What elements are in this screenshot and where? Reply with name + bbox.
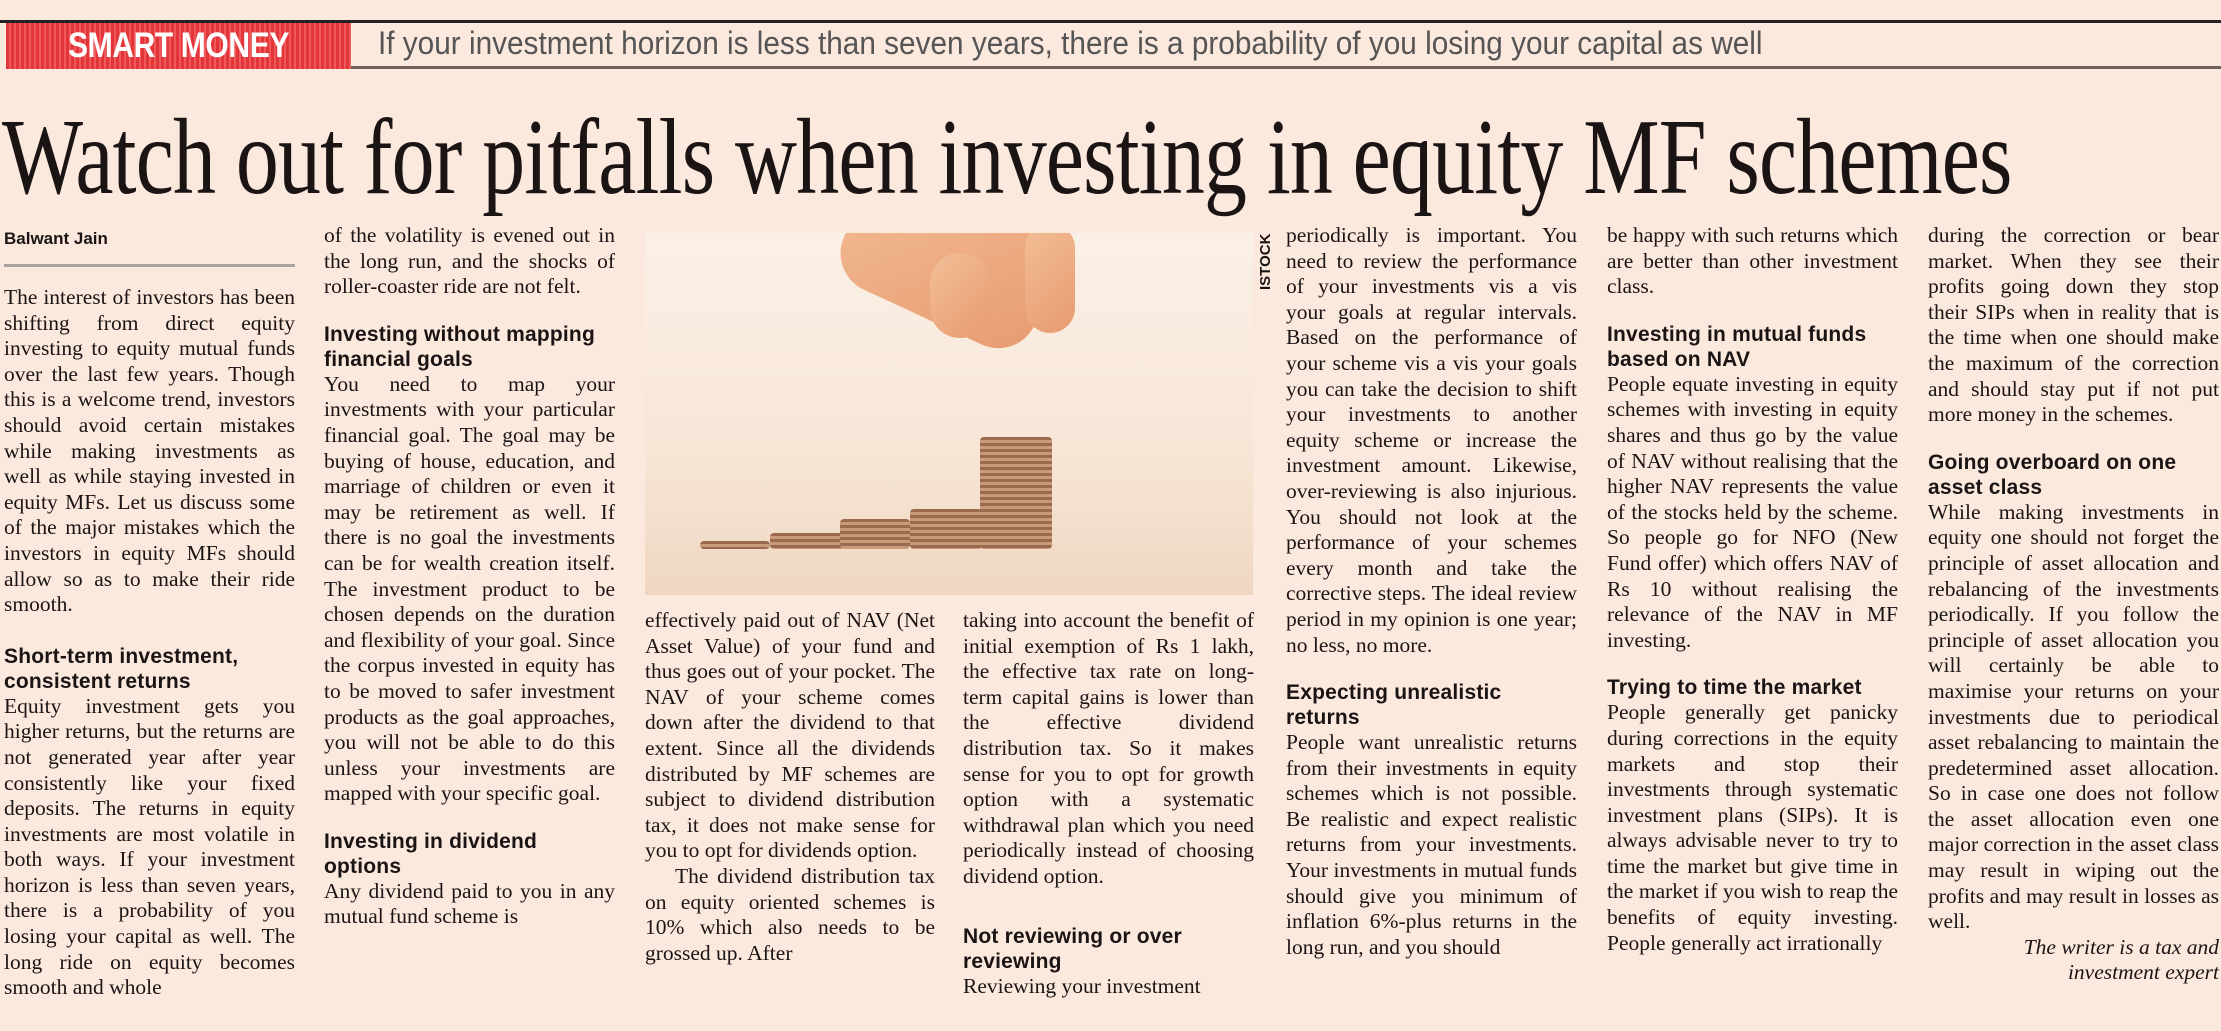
subheading: Going overboard on one asset class: [1928, 450, 2177, 499]
paragraph: The interest of investors has been shift…: [4, 285, 295, 617]
coin-stack: [980, 437, 1052, 549]
coin-stack: [700, 541, 770, 549]
subheading: Investing in dividend options: [324, 829, 538, 878]
headline: Watch out for pitfalls when investing in…: [2, 98, 2012, 217]
paragraph: effectively paid out of NAV (Net Asset V…: [645, 608, 935, 863]
subheading: Investing in mutual funds based on NAV: [1607, 322, 1867, 371]
paragraph: People equate investing in equity scheme…: [1607, 371, 1898, 652]
column-6: be happy with such returns which are bet…: [1607, 223, 1898, 956]
paragraph: Equity investment gets you higher return…: [4, 693, 295, 1000]
paragraph: Reviewing your investment: [963, 973, 1201, 998]
coins-photo: [645, 233, 1253, 595]
subheading: Investing without mapping financial goal…: [324, 322, 595, 371]
paragraph: While making investments in equity one s…: [1928, 499, 2219, 934]
paragraph: of the volatility is evened out in the l…: [324, 223, 615, 299]
column-3: effectively paid out of NAV (Net Asset V…: [645, 608, 935, 966]
top-rule: [0, 20, 2221, 23]
thumb: [930, 253, 990, 338]
byline-rule: [4, 264, 295, 267]
column-7: during the correction or bear market. Wh…: [1928, 223, 2219, 986]
paragraph: taking into account the benefit of initi…: [963, 608, 1254, 888]
author-tagline: The writer is a tax and investment exper…: [2023, 934, 2219, 985]
coin-stack: [770, 533, 845, 549]
subheading: Expecting unrealistic returns: [1286, 681, 1502, 730]
section-kicker: SMART MONEY: [6, 23, 351, 69]
column-4: taking into account the benefit of initi…: [963, 608, 1254, 999]
paragraph: during the correction or bear market. Wh…: [1928, 223, 2219, 427]
deck-text: If your investment horizon is less than …: [378, 25, 1763, 61]
coin-stack: [910, 509, 982, 549]
paragraph: be happy with such returns which are bet…: [1607, 223, 1898, 299]
column-2: of the volatility is evened out in the l…: [324, 223, 615, 930]
paragraph: Any dividend paid to you in any mutual f…: [324, 878, 615, 929]
kicker-label: SMART MONEY: [67, 26, 290, 65]
byline: Balwant Jain: [4, 229, 108, 248]
banner-bottom-rule: [350, 66, 2221, 69]
paragraph: People want unrealistic returns from the…: [1286, 730, 1577, 959]
paragraph: The dividend distribution tax on equity …: [645, 863, 935, 965]
paragraph: You need to map your investments with yo…: [324, 371, 615, 806]
column-1: Balwant Jain The interest of investors h…: [4, 228, 295, 1001]
coin-stack: [840, 519, 910, 549]
subheading: Not reviewing or over reviewing: [963, 924, 1182, 973]
subheading: Short-term investment, consistent return…: [4, 644, 239, 693]
paragraph: People generally get panicky during corr…: [1607, 700, 1898, 955]
finger: [1025, 233, 1075, 333]
photo-credit: ISTOCK: [1257, 233, 1274, 290]
column-5: periodically is important. You need to r…: [1286, 223, 1577, 960]
subheading: Trying to time the market: [1607, 676, 1862, 700]
paragraph: periodically is important. You need to r…: [1286, 223, 1577, 657]
